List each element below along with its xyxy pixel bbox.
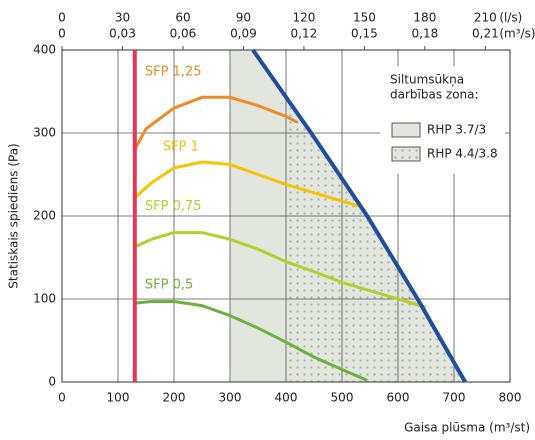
x3-tick-label: 0,12 bbox=[291, 27, 318, 41]
x-tick-label: 0 bbox=[58, 391, 66, 405]
legend-swatch bbox=[391, 146, 421, 162]
y-tick-label: 100 bbox=[33, 292, 56, 306]
x3-tick-label: 0,03 bbox=[109, 27, 136, 41]
x3-unit: (m³/s) bbox=[499, 27, 535, 41]
series-label: SFP 0,5 bbox=[145, 278, 193, 293]
x2-tick-label: 210 bbox=[474, 11, 497, 25]
series-line bbox=[134, 231, 427, 309]
x3-tick-label: 0,18 bbox=[412, 27, 439, 41]
x2-tick-label: 180 bbox=[413, 11, 436, 25]
y-axis-title: Statiskais spiediens (Pa) bbox=[7, 143, 21, 288]
x-tick-label: 100 bbox=[107, 391, 130, 405]
x-axis-title: Gaisa plūsma (m³/st) bbox=[404, 421, 530, 435]
y-tick-label: 300 bbox=[33, 126, 56, 140]
x-tick-label: 200 bbox=[163, 391, 186, 405]
x-tick-label: 300 bbox=[219, 391, 242, 405]
y-tick-label: 400 bbox=[33, 43, 56, 57]
x-tick-label: 400 bbox=[275, 391, 298, 405]
x3-tick-label: 0 bbox=[58, 27, 66, 41]
x-tick-label: 700 bbox=[443, 391, 466, 405]
x3-tick-label: 0,21 bbox=[472, 27, 499, 41]
x3-tick-label: 0,15 bbox=[351, 27, 378, 41]
legend-title: darbības zona: bbox=[390, 88, 479, 102]
x2-tick-label: 0 bbox=[58, 11, 66, 25]
limit-line bbox=[251, 48, 467, 383]
zone bbox=[286, 97, 466, 382]
legend-swatch bbox=[391, 122, 421, 138]
x-tick-label: 500 bbox=[331, 391, 354, 405]
x3-tick-label: 0,09 bbox=[230, 27, 257, 41]
x2-tick-label: 120 bbox=[292, 11, 315, 25]
legend-title: Siltumsūkņa bbox=[390, 73, 464, 87]
x-tick-label: 600 bbox=[387, 391, 410, 405]
legend-label: RHP 3.7/3 bbox=[427, 123, 486, 137]
y-tick-label: 0 bbox=[48, 375, 56, 389]
series-line bbox=[133, 160, 360, 208]
series-label: SFP 0,75 bbox=[145, 199, 202, 214]
x2-unit: (l/s) bbox=[499, 11, 522, 25]
series-line bbox=[134, 299, 368, 382]
plot-frame bbox=[61, 49, 511, 383]
legend-label: RHP 4.4/3.8 bbox=[427, 147, 498, 161]
x-tick-label: 800 bbox=[499, 391, 522, 405]
series-label: SFP 1 bbox=[163, 140, 199, 155]
series-label: SFP 1,25 bbox=[145, 64, 202, 79]
series-line bbox=[133, 95, 298, 151]
y-tick-label: 200 bbox=[33, 209, 56, 223]
x3-tick-label: 0,06 bbox=[170, 27, 197, 41]
x2-tick-label: 90 bbox=[236, 11, 251, 25]
x2-tick-label: 30 bbox=[115, 11, 130, 25]
x2-tick-label: 60 bbox=[175, 11, 190, 25]
x2-tick-label: 150 bbox=[353, 11, 376, 25]
